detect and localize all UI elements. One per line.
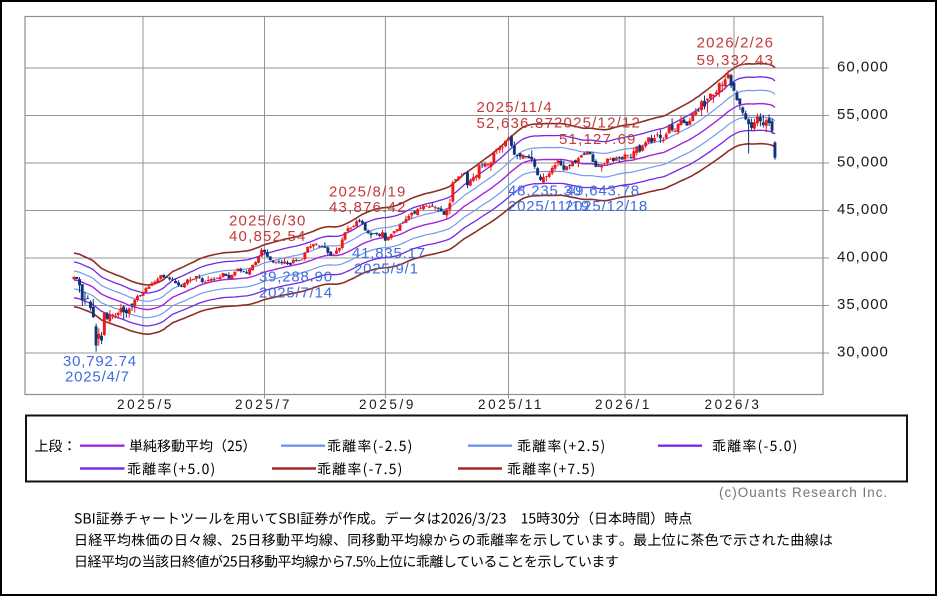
svg-text:2025/7: 2025/7	[235, 397, 292, 412]
svg-text:2025/5: 2025/5	[117, 397, 174, 412]
svg-text:2025/7/14: 2025/7/14	[259, 284, 333, 301]
svg-text:2025/4/7: 2025/4/7	[65, 369, 130, 386]
svg-text:45,000: 45,000	[837, 201, 889, 218]
svg-text:2025/11/4: 2025/11/4	[477, 99, 553, 116]
svg-text:60,000: 60,000	[837, 59, 889, 76]
svg-text:50,000: 50,000	[837, 154, 889, 171]
svg-text:55,000: 55,000	[837, 106, 889, 123]
svg-text:39,288.90: 39,288.90	[259, 269, 333, 286]
svg-text:2025/12/12: 2025/12/12	[554, 115, 641, 132]
svg-text:2026/1: 2026/1	[595, 397, 652, 412]
svg-text:(c)Ouants Research Inc.: (c)Ouants Research Inc.	[719, 485, 888, 500]
svg-text:2025/6/30: 2025/6/30	[229, 213, 307, 230]
svg-text:52,636.87: 52,636.87	[477, 115, 555, 132]
svg-text:40,000: 40,000	[837, 249, 889, 266]
svg-text:35,000: 35,000	[837, 296, 889, 313]
svg-text:43,876.42: 43,876.42	[329, 199, 407, 216]
svg-text:2026/2/26: 2026/2/26	[697, 35, 775, 52]
svg-text:2025/9/1: 2025/9/1	[354, 261, 419, 278]
svg-text:41,835.17: 41,835.17	[352, 245, 426, 262]
svg-text:48,235.30: 48,235.30	[508, 183, 582, 200]
svg-text:2025/11/19: 2025/11/19	[508, 198, 590, 215]
svg-text:30,000: 30,000	[837, 344, 889, 361]
svg-text:2025/11: 2025/11	[478, 397, 544, 412]
svg-text:2025/8/19: 2025/8/19	[329, 184, 407, 201]
svg-text:2026/3: 2026/3	[705, 397, 762, 412]
svg-text:40,852.54: 40,852.54	[229, 228, 307, 245]
svg-text:49,643.78: 49,643.78	[566, 183, 640, 200]
svg-text:2025/12/18: 2025/12/18	[565, 198, 648, 215]
svg-text:51,127.69: 51,127.69	[559, 131, 637, 148]
svg-text:2025/9: 2025/9	[359, 397, 416, 412]
svg-text:30,792.74: 30,792.74	[63, 353, 137, 370]
svg-text:59,332.43: 59,332.43	[697, 52, 775, 69]
